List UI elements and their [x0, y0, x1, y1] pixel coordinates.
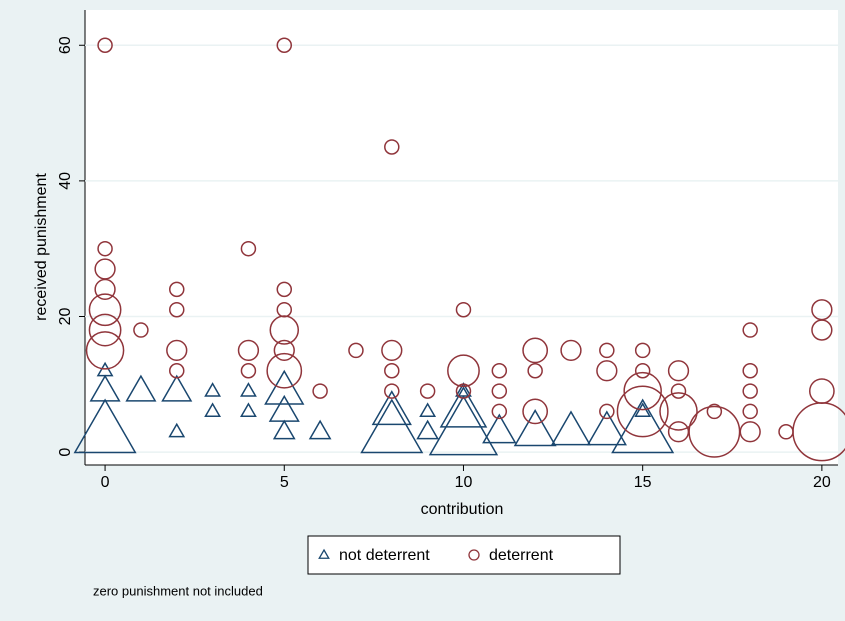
circle-marker [447, 354, 480, 388]
triangle-marker [428, 395, 499, 456]
circle-marker [312, 383, 328, 399]
circle-marker [381, 339, 403, 362]
circle-marker [133, 322, 149, 338]
circle-marker [88, 313, 122, 347]
circle-marker [419, 383, 436, 399]
circle-marker [88, 293, 122, 327]
circle-marker [792, 402, 845, 462]
circle-marker [455, 383, 472, 399]
circle-marker [742, 383, 758, 399]
circle-marker [742, 362, 758, 379]
x-axis-title: contribution [421, 501, 504, 518]
circle-marker [85, 331, 125, 370]
circle-marker [97, 240, 113, 257]
circle-marker [599, 403, 615, 420]
x-tick-label: 5 [280, 474, 289, 491]
circle-marker [560, 339, 582, 362]
circle-marker [670, 383, 687, 399]
triangle-marker [125, 374, 157, 402]
triangle-marker [204, 382, 222, 397]
circle-marker [276, 37, 293, 54]
triangle-marker [371, 390, 412, 426]
circle-marker [739, 421, 761, 443]
legend-box [307, 535, 621, 575]
circle-marker [237, 339, 260, 362]
circle-marker [348, 342, 364, 359]
circle-marker [616, 385, 669, 438]
circle-marker [273, 339, 295, 362]
triangle-marker [611, 398, 675, 454]
circle-marker [240, 362, 257, 379]
circle-marker [97, 37, 113, 54]
circle-marker [634, 362, 651, 379]
legend-label: not deterrent [339, 547, 430, 564]
circle-marker [491, 383, 508, 399]
circle-marker [384, 139, 400, 155]
y-tick-label: 60 [57, 36, 74, 54]
triangle-marker [586, 410, 627, 446]
circle-marker [384, 383, 400, 399]
circle-marker [491, 403, 508, 420]
circle-marker [522, 398, 549, 425]
circle-marker [169, 362, 185, 379]
circle-marker [384, 362, 400, 379]
circle-marker [634, 342, 651, 359]
triangle-marker [168, 422, 186, 438]
circle-marker [266, 352, 303, 389]
triangle-marker [482, 413, 517, 444]
circle-marker [269, 315, 300, 345]
circle-marker [491, 362, 508, 379]
circle-marker [596, 360, 618, 382]
triangle-marker [513, 409, 557, 447]
circle-marker [240, 240, 257, 257]
y-axis-title: received punishment [33, 173, 50, 321]
triangle-marker [240, 382, 257, 397]
circle-marker [94, 278, 116, 301]
triangle-marker [550, 410, 592, 446]
triangle-marker [419, 402, 437, 418]
circle-marker [527, 362, 543, 379]
triangle-marker [272, 419, 296, 440]
legend-marker [318, 548, 330, 559]
circle-marker [522, 337, 549, 364]
circle-marker [599, 342, 615, 359]
x-tick-label: 0 [101, 474, 110, 491]
triangle-marker [634, 402, 652, 418]
circle-marker [742, 403, 758, 420]
circle-marker [667, 360, 690, 382]
y-tick-label: 20 [57, 307, 74, 325]
triangle-marker [360, 398, 424, 454]
y-tick-label: 0 [57, 448, 74, 457]
triangle-marker [73, 398, 137, 454]
triangle-marker [416, 419, 440, 440]
plot-area [85, 10, 838, 465]
circle-marker [623, 371, 662, 411]
circle-marker [811, 319, 833, 341]
circle-marker [455, 301, 472, 318]
note: zero punishment not included [93, 583, 263, 598]
x-tick-label: 10 [455, 474, 473, 491]
x-tick-label: 20 [813, 474, 831, 491]
circle-marker [706, 403, 723, 420]
circle-marker [659, 392, 698, 431]
legend-label: deterrent [489, 547, 554, 564]
circle-marker [169, 301, 185, 318]
circle-marker [742, 322, 758, 338]
triangle-marker [240, 402, 257, 418]
circle-marker [169, 281, 185, 298]
legend-marker [468, 549, 480, 561]
x-tick-label: 15 [634, 474, 652, 491]
y-tick-label: 40 [57, 172, 74, 190]
circle-marker [166, 339, 188, 362]
triangle-marker [439, 386, 488, 428]
circle-marker [276, 281, 293, 298]
triangle-marker [161, 374, 193, 402]
triangle-marker [264, 369, 305, 405]
triangle-marker [308, 419, 332, 440]
triangle-marker [204, 402, 222, 418]
